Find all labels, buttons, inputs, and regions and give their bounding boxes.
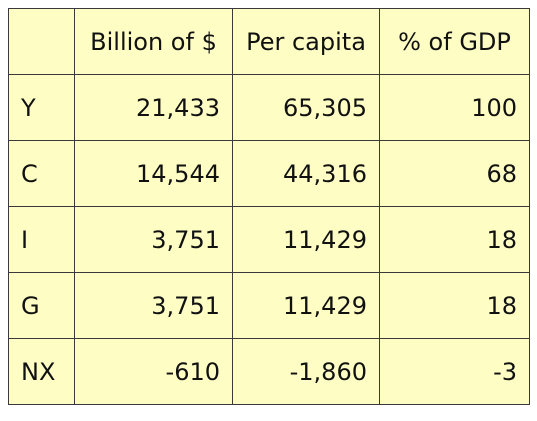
pct-gdp-cell: 68 (379, 140, 530, 207)
billions-cell: 21,433 (74, 74, 233, 141)
table-row: Y 21,433 65,305 100 (8, 74, 530, 141)
table-row: NX -610 -1,860 -3 (8, 338, 530, 405)
table-row: I 3,751 11,429 18 (8, 206, 530, 273)
row-label: C (8, 140, 75, 207)
per-capita-cell: 44,316 (232, 140, 380, 207)
gdp-table-container: Billion of $ Per capita % of GDP Y 21,43… (8, 8, 530, 405)
row-label: I (8, 206, 75, 273)
gdp-components-table: Billion of $ Per capita % of GDP Y 21,43… (8, 8, 530, 405)
row-label: Y (8, 74, 75, 141)
per-capita-cell: 65,305 (232, 74, 380, 141)
header-per-capita: Per capita (232, 8, 380, 75)
billions-cell: -610 (74, 338, 233, 405)
table-row: C 14,544 44,316 68 (8, 140, 530, 207)
table-header-row: Billion of $ Per capita % of GDP (8, 8, 530, 75)
billions-cell: 3,751 (74, 206, 233, 273)
pct-gdp-cell: -3 (379, 338, 530, 405)
pct-gdp-cell: 18 (379, 206, 530, 273)
pct-gdp-cell: 100 (379, 74, 530, 141)
per-capita-cell: 11,429 (232, 206, 380, 273)
row-label: NX (8, 338, 75, 405)
header-cell-empty (8, 8, 75, 75)
table-row: G 3,751 11,429 18 (8, 272, 530, 339)
billions-cell: 3,751 (74, 272, 233, 339)
header-billions: Billion of $ (74, 8, 233, 75)
row-label: G (8, 272, 75, 339)
billions-cell: 14,544 (74, 140, 233, 207)
per-capita-cell: 11,429 (232, 272, 380, 339)
per-capita-cell: -1,860 (232, 338, 380, 405)
pct-gdp-cell: 18 (379, 272, 530, 339)
header-pct-gdp: % of GDP (379, 8, 530, 75)
